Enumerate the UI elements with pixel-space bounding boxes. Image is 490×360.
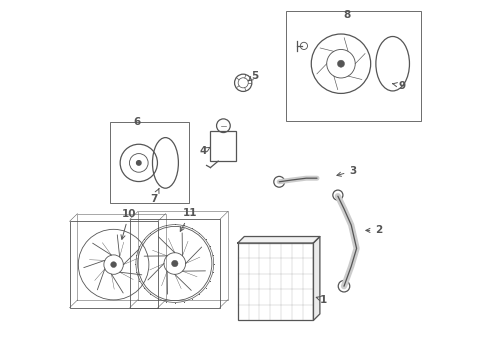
Text: 6: 6 xyxy=(133,117,141,127)
Bar xyxy=(238,243,314,320)
Text: 3: 3 xyxy=(337,166,357,176)
Text: 7: 7 xyxy=(150,188,159,204)
Text: 2: 2 xyxy=(366,225,383,235)
Text: 9: 9 xyxy=(392,81,405,91)
Text: 5: 5 xyxy=(248,71,259,81)
Bar xyxy=(286,11,421,121)
Circle shape xyxy=(172,260,178,267)
Circle shape xyxy=(137,161,141,165)
Circle shape xyxy=(338,60,344,67)
Text: 4: 4 xyxy=(200,146,210,156)
Polygon shape xyxy=(314,237,320,320)
Text: 11: 11 xyxy=(180,208,197,231)
Bar xyxy=(210,131,236,161)
Text: 1: 1 xyxy=(316,294,327,305)
Text: 10: 10 xyxy=(121,209,136,239)
Bar xyxy=(110,122,189,203)
Circle shape xyxy=(111,262,117,267)
Text: 8: 8 xyxy=(343,10,350,20)
Polygon shape xyxy=(238,237,320,243)
